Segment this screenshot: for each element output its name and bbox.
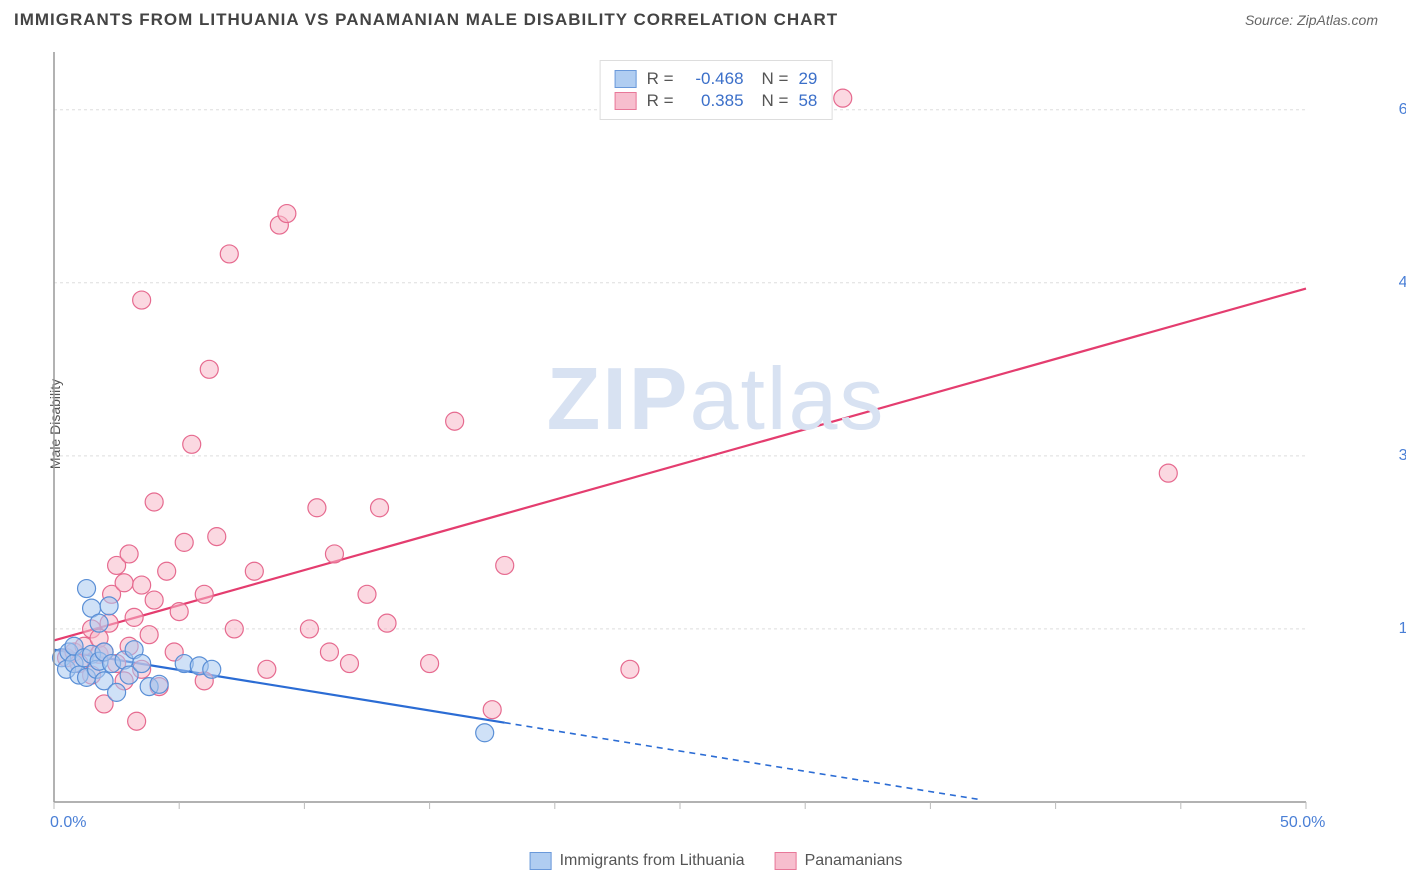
legend-R-label: R = xyxy=(647,91,674,111)
legend-series-panamanians: Panamanians xyxy=(775,852,903,870)
y-tick-label: 15.0% xyxy=(1399,620,1406,638)
plot-area xyxy=(48,52,1384,840)
legend-N-label: N = xyxy=(762,69,789,89)
legend-swatch-lithuania-bottom xyxy=(530,852,552,870)
legend-R-value-panamanians: 0.385 xyxy=(684,91,744,111)
y-tick-label: 45.0% xyxy=(1399,274,1406,292)
x-tick-label: 50.0% xyxy=(1280,814,1325,832)
legend-swatch-lithuania xyxy=(615,70,637,88)
correlation-legend: R = -0.468 N = 29 R = 0.385 N = 58 xyxy=(600,60,833,120)
legend-R-label: R = xyxy=(647,69,674,89)
legend-series-lithuania: Immigrants from Lithuania xyxy=(530,852,745,870)
legend-series-label-panamanians: Panamanians xyxy=(805,852,903,870)
header: IMMIGRANTS FROM LITHUANIA VS PANAMANIAN … xyxy=(0,0,1406,42)
y-tick-label: 30.0% xyxy=(1399,447,1406,465)
legend-stat-row-panamanians: R = 0.385 N = 58 xyxy=(615,91,818,111)
legend-N-value-panamanians: 58 xyxy=(798,91,817,111)
legend-R-value-lithuania: -0.468 xyxy=(684,69,744,89)
legend-stat-row-lithuania: R = -0.468 N = 29 xyxy=(615,69,818,89)
chart-title: IMMIGRANTS FROM LITHUANIA VS PANAMANIAN … xyxy=(14,10,838,30)
legend-series-label-lithuania: Immigrants from Lithuania xyxy=(560,852,745,870)
legend-swatch-panamanians xyxy=(615,92,637,110)
source-prefix: Source: xyxy=(1245,12,1297,28)
legend-N-label: N = xyxy=(762,91,789,111)
chart-container: Male Disability ZIPatlas R =-0.468N =29R… xyxy=(48,52,1384,840)
x-tick-label: 0.0% xyxy=(50,814,86,832)
legend-swatch-panamanians-bottom xyxy=(775,852,797,870)
source-attribution: Source: ZipAtlas.com xyxy=(1245,12,1378,28)
series-legend: Immigrants from Lithuania Panamanians xyxy=(530,852,903,870)
source-name: ZipAtlas.com xyxy=(1297,12,1378,28)
legend-N-value-lithuania: 29 xyxy=(798,69,817,89)
y-tick-label: 60.0% xyxy=(1399,101,1406,119)
